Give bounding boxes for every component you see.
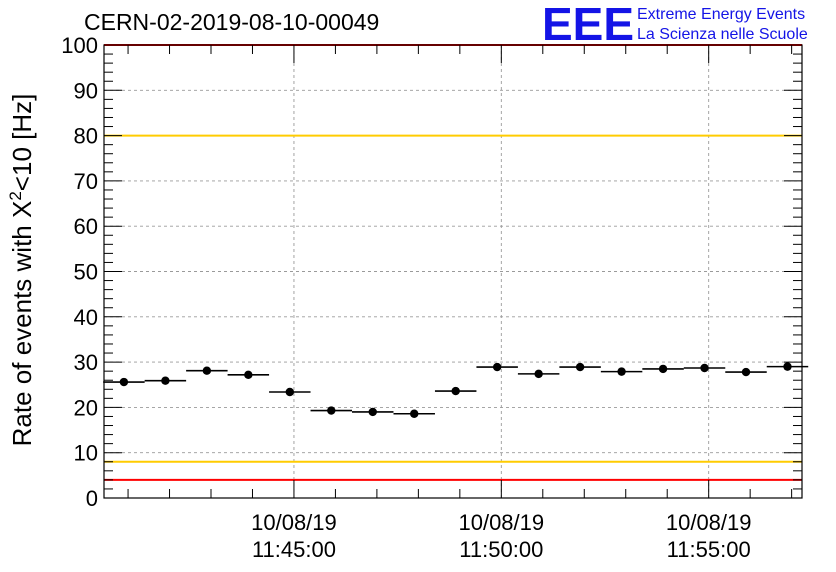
data-point-marker [161,376,170,385]
data-point-marker [575,362,585,372]
x-tick-label-date: 10/08/19 [458,510,544,535]
data-point-marker [119,377,129,387]
y-tick-label: 60 [74,214,98,239]
y-tick-label: 50 [74,260,98,285]
data-point-marker [492,362,502,372]
x-tick-label-time: 11:50:00 [459,537,543,562]
x-tick-label-date: 10/08/19 [666,510,752,535]
data-point-marker [327,406,336,415]
x-tick-labels: 10/08/1911:45:0010/08/1911:50:0010/08/19… [251,510,751,562]
y-axis-title-main: Rate of events with [7,218,37,446]
data-point-marker [700,363,709,373]
data-point-marker [658,364,668,374]
logo-line-1: Extreme Energy Events [637,6,805,23]
y-axis-title-tail: <10 [Hz] [7,94,37,192]
y-tick-label: 100 [61,33,98,58]
data-point-marker [534,369,543,379]
logo-eee-text: EEE [542,0,634,50]
data-point-marker [202,366,212,375]
y-tick-label: 0 [86,486,98,511]
y-tick-label: 40 [74,305,98,330]
y-axis-title-symbol: X [7,201,37,218]
axis-ticks [104,44,802,499]
y-tick-label: 20 [74,395,98,420]
data-point-marker [368,407,377,417]
data-point-marker [617,367,626,376]
x-tick-label-date: 10/08/19 [251,510,337,535]
grid [104,45,802,498]
y-tick-label: 90 [74,78,98,103]
y-axis-title: Rate of events with X2<10 [Hz] [6,94,37,447]
x-tick-label-time: 11:55:00 [667,537,751,562]
y-tick-label: 10 [74,441,98,466]
x-tick-label-time: 11:45:00 [252,537,336,562]
data-point-marker [741,367,751,377]
data-point-marker [783,362,792,371]
data-point-marker [285,387,295,397]
data-point-marker [410,409,419,418]
y-tick-labels: 0 10 20 30 40 50 60 70 80 90 100 [61,33,98,511]
data-point-marker [451,386,460,396]
y-tick-label: 70 [74,169,98,194]
y-tick-label: 80 [74,124,98,149]
reference-lines [104,44,802,481]
y-tick-label: 30 [74,350,98,375]
eee-logo: EEE Extreme Energy Events La Scienza nel… [542,0,808,50]
logo-line-2: La Scienza nelle Scuole [637,26,808,43]
data-points [103,362,809,418]
data-point-marker [244,370,253,379]
chart-title: CERN-02-2019-08-10-00049 [84,9,379,35]
y-axis-title-superscript: 2 [6,191,25,200]
